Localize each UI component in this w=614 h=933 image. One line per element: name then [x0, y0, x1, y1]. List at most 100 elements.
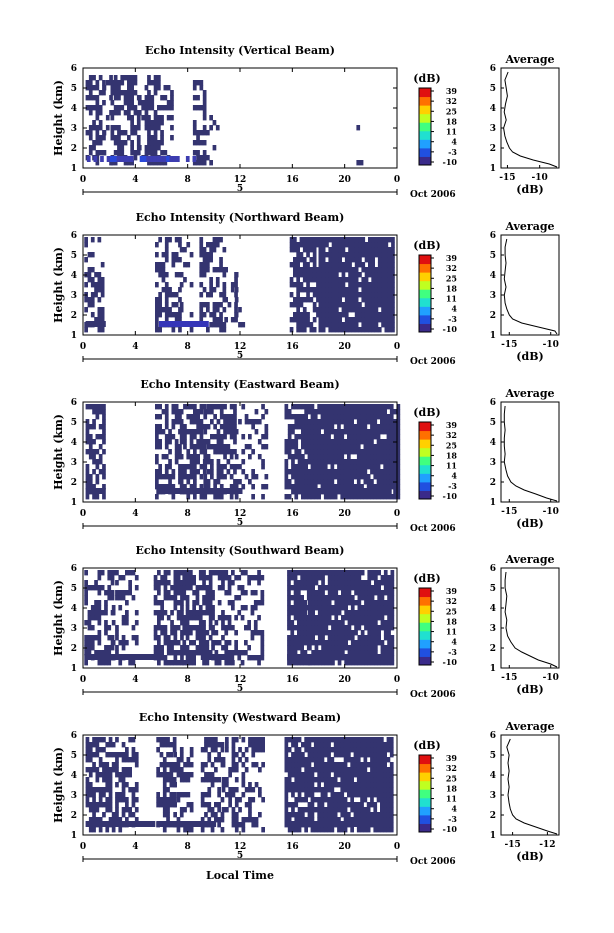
heatmap-cell [301, 479, 305, 485]
heatmap-cell [123, 160, 128, 166]
heatmap-cell [214, 747, 218, 753]
heatmap-cell [284, 439, 289, 445]
heatmap-cell [376, 787, 381, 793]
heatmap-cell [155, 474, 159, 480]
y-tick-label: 3 [71, 624, 77, 634]
heatmap-cell [162, 782, 167, 788]
heatmap-cell [153, 85, 158, 91]
heatmap-cell [299, 327, 304, 333]
average-profile-line [506, 738, 558, 835]
heatmap-cell [290, 610, 295, 616]
heatmap-cell [325, 277, 329, 283]
heatmap-cell [321, 312, 326, 318]
heatmap-cell [354, 590, 358, 596]
heatmap-cell [100, 262, 105, 268]
heatmap-cell [115, 817, 119, 823]
heatmap-cell [257, 630, 261, 636]
heatmap-cell [217, 777, 221, 783]
heatmap-cell [84, 307, 88, 313]
heatmap-cell [300, 654, 304, 660]
heatmap-cell [353, 762, 358, 768]
heatmap-cell [88, 792, 93, 798]
heatmap-cell [308, 635, 312, 641]
heatmap-cell [363, 792, 368, 798]
heatmap-cell [88, 150, 93, 156]
colorbar-segment [419, 639, 431, 649]
heatmap-cell [300, 570, 304, 576]
heatmap-cell [348, 242, 352, 248]
heatmap-cell [237, 595, 242, 601]
heatmap-cell [350, 605, 355, 611]
heatmap-cell [147, 115, 151, 121]
heatmap-cell [195, 615, 200, 621]
x-axis-label: Local Time [206, 869, 274, 882]
heatmap-cell [313, 479, 318, 485]
heatmap-cell [155, 252, 159, 258]
heatmap-cell [340, 752, 345, 758]
heatmap-cell [214, 812, 218, 818]
heatmap-cell [347, 434, 351, 440]
heatmap-cell [100, 327, 105, 333]
heatmap-cell [182, 488, 187, 494]
heatmap-cell [350, 404, 354, 410]
heatmap-cell [102, 802, 106, 808]
y-tick-label: 6 [71, 564, 77, 574]
heatmap-cell [155, 404, 159, 410]
colorbar-tick-label: 4 [451, 637, 457, 647]
heatmap-cell [330, 414, 335, 420]
heatmap-cell [247, 580, 251, 586]
heatmap-cell [284, 787, 289, 793]
heatmap-cell [156, 488, 160, 494]
heatmap-cell [303, 570, 308, 576]
heatmap-cell [380, 575, 385, 581]
heatmap-cell [348, 277, 352, 283]
heatmap-cell [199, 439, 204, 445]
heatmap-cell [373, 792, 378, 798]
heatmap-cell [121, 742, 126, 748]
heatmap-cell [370, 787, 374, 793]
heatmap-cell [337, 772, 341, 778]
heatmap-cell [192, 605, 196, 611]
heatmap-cell [287, 817, 292, 823]
heatmap-cell [284, 792, 289, 798]
heatmap-cell [371, 282, 375, 288]
heatmap-cell [121, 792, 126, 798]
colorbar-segment [419, 314, 431, 324]
heatmap-cell [287, 802, 292, 808]
avg-x-axis-label: (dB) [516, 517, 543, 530]
heatmap-cell [92, 125, 96, 131]
heatmap-cell [376, 474, 381, 480]
heatmap-cell [115, 590, 119, 596]
heatmap-cell [207, 772, 212, 778]
heatmap-cell [340, 494, 345, 500]
heatmap-cell [321, 650, 325, 656]
heatmap-cell [97, 630, 102, 636]
heatmap-cell [366, 817, 371, 823]
heatmap-cell [344, 585, 348, 591]
heatmap-cell [151, 821, 156, 827]
heatmap-cell [340, 782, 345, 788]
heatmap-cell [234, 797, 239, 803]
heatmap-cell [166, 635, 171, 641]
heatmap-cell [340, 434, 345, 440]
colorbar-segment [419, 789, 431, 799]
heatmap-cell [386, 782, 391, 788]
heatmap-cell [164, 419, 169, 425]
heatmap-cell [327, 782, 331, 788]
heatmap-cell [293, 267, 297, 273]
heatmap-cell [335, 292, 339, 298]
colorbar-segment [419, 780, 431, 790]
heatmap-cell [166, 777, 170, 783]
heatmap-cell [88, 80, 93, 86]
heatmap-cell [355, 488, 359, 494]
heatmap-cell [297, 469, 302, 475]
heatmap-cell [147, 105, 151, 111]
heatmap-cell [327, 817, 331, 823]
heatmap-cell [227, 580, 232, 586]
heatmap-cell [368, 242, 372, 248]
heatmap-cell [104, 610, 108, 616]
heatmap-cell [389, 479, 394, 485]
heatmap-cell [374, 580, 378, 586]
heatmap-cell [386, 787, 391, 793]
heatmap-cell [141, 105, 145, 111]
